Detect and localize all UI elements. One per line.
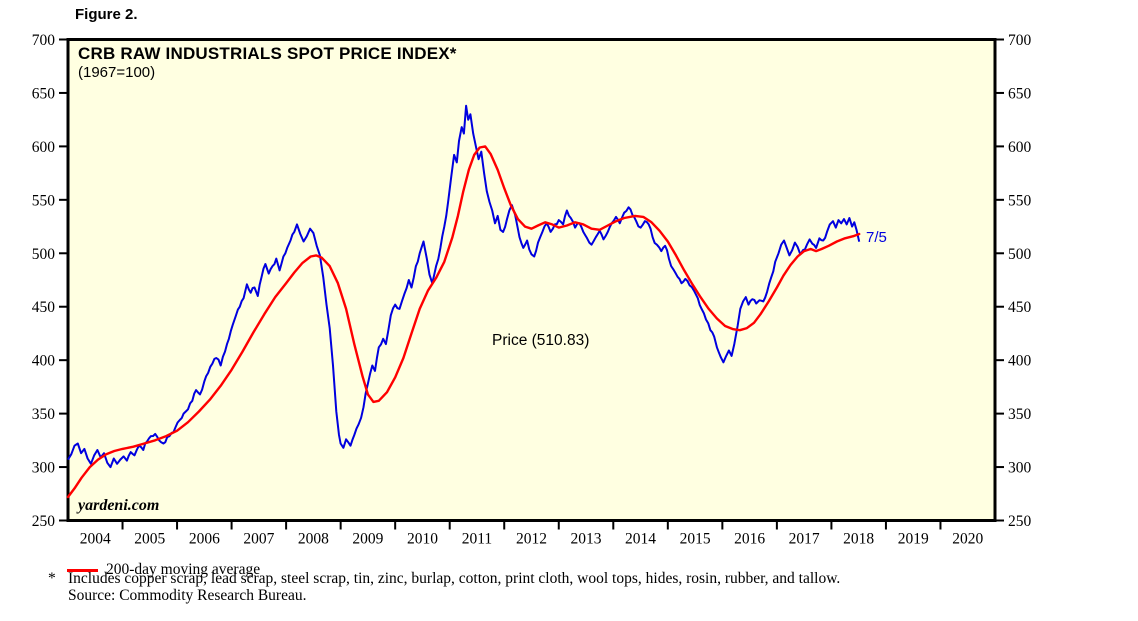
yardeni-watermark: yardeni.com	[78, 497, 160, 514]
x-axis-label: 2004	[80, 531, 111, 548]
y-axis-label-right: 250	[1008, 513, 1032, 530]
x-axis-label: 2005	[134, 531, 165, 548]
y-axis-label-left: 350	[32, 406, 56, 423]
x-axis-label: 2007	[243, 531, 274, 548]
latest-date-annotation: 7/5	[866, 229, 887, 246]
y-axis-label-right: 700	[1008, 32, 1032, 49]
footnote-includes: Includes copper scrap, lead scrap, steel…	[68, 570, 841, 587]
y-axis-label-left: 450	[32, 299, 56, 316]
y-axis-label-left: 500	[32, 246, 56, 263]
plot-area	[66, 38, 997, 522]
y-axis-label-left: 400	[32, 353, 56, 370]
x-axis-label: 2011	[462, 531, 492, 548]
footnote-source: Source: Commodity Research Bureau.	[68, 587, 307, 604]
y-axis-label-left: 300	[32, 460, 56, 477]
moving-average-line	[66, 145, 861, 499]
chart-subtitle: (1967=100)	[78, 64, 156, 81]
moving-average-legend-label: 200-day moving average	[106, 561, 261, 578]
y-axis-label-right: 600	[1008, 139, 1032, 156]
y-axis-label-left: 700	[32, 32, 56, 49]
x-axis-label: 2014	[625, 531, 656, 548]
footnote-asterisk: *	[48, 570, 56, 587]
x-axis-label: 2012	[516, 531, 547, 548]
y-axis-label-left: 550	[32, 192, 56, 209]
y-axis-label-right: 400	[1008, 353, 1032, 370]
y-axis-label-left: 600	[32, 139, 56, 156]
y-axis-label-right: 350	[1008, 406, 1032, 423]
chart-title: CRB RAW INDUSTRIALS SPOT PRICE INDEX*	[78, 44, 457, 63]
legend: 200-day moving average	[67, 561, 260, 579]
y-axis-label-left: 650	[32, 85, 56, 102]
crb-chart: 250 250 300 300 350 350 400 400 450 450 500 500 550 5…	[32, 32, 1032, 548]
y-axis-label-right: 500	[1008, 246, 1032, 263]
y-axis-label-right: 450	[1008, 299, 1032, 316]
x-axis-label: 2015	[680, 531, 711, 548]
y-axis-label-left: 250	[32, 513, 56, 530]
x-axis-label: 2006	[189, 531, 220, 548]
x-axis-label: 2016	[734, 531, 765, 548]
figure-label: Figure 2.	[75, 6, 138, 23]
x-axis-label: 2008	[298, 531, 329, 548]
x-axis-label: 2019	[898, 531, 929, 548]
x-axis-label: 2020	[952, 531, 983, 548]
price-value-annotation: Price (510.83)	[492, 332, 590, 349]
y-axis-label-right: 300	[1008, 460, 1032, 477]
price-line	[67, 104, 861, 469]
x-axis-label: 2018	[843, 531, 874, 548]
x-axis-label: 2010	[407, 531, 438, 548]
y-axis-label-right: 650	[1008, 85, 1032, 102]
x-axis-label: 2013	[571, 531, 602, 548]
x-axis-label: 2017	[789, 531, 820, 548]
x-axis-label: 2009	[352, 531, 383, 548]
y-axis-label-right: 550	[1008, 192, 1032, 209]
moving-average-line-swatch	[67, 568, 98, 572]
